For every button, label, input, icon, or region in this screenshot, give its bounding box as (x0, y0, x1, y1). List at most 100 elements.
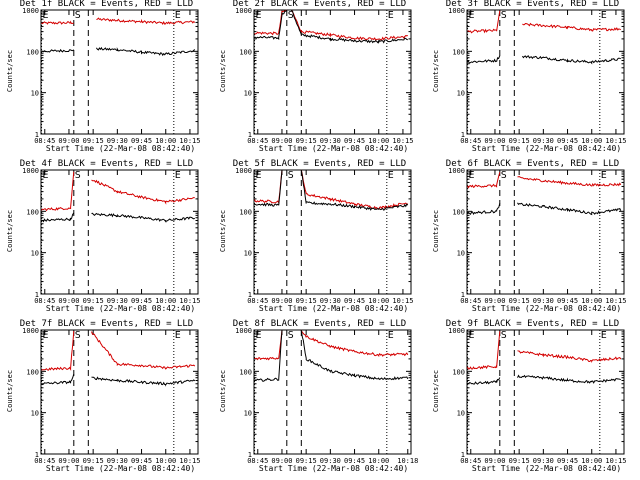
event-marker-label: E (601, 10, 607, 21)
x-tick-label: 08:45 (460, 137, 481, 145)
chart-svg: 1 10 100 1000 08:45 09:00 09:15 09:30 09:45 10:00… (22, 167, 200, 305)
chart-title: Det 5f BLACK = Events, RED = LLD (232, 159, 407, 169)
y-axis-label: Counts/sec (432, 209, 440, 253)
x-tick-label: 09:30 (320, 457, 341, 465)
event-marker-label: E (388, 170, 394, 181)
x-axis-label: Start Time (22-Mar-08 08:42:40) (471, 144, 622, 153)
axis-frame (253, 9, 412, 135)
event-marker-label: S (501, 10, 507, 21)
y-axis-label: Counts/sec (6, 49, 14, 93)
y-tick-label: 1000 (22, 7, 39, 15)
y-tick-label: 1 (461, 451, 465, 459)
y-tick-label: 10 (244, 250, 252, 258)
series-line-events (254, 329, 409, 382)
x-tick-label: 09:30 (107, 297, 128, 305)
axis-frame (40, 9, 199, 135)
y-axis-label: Counts/sec (432, 369, 440, 413)
x-tick-label: 09:15 (83, 137, 104, 145)
event-marker-label: E (469, 170, 475, 181)
series-line-events (467, 55, 621, 65)
x-tick-label: 08:45 (460, 297, 481, 305)
x-tick-label: 08:45 (247, 297, 268, 305)
event-marker-label: E (175, 170, 181, 181)
series-line-events (41, 212, 196, 223)
x-tick-label: 10:00 (155, 137, 176, 145)
x-tick-label: 09:45 (131, 297, 152, 305)
x-tick-label: 10:15 (179, 457, 200, 465)
axis-frame (466, 9, 625, 135)
x-tick-label: 10:15 (605, 297, 626, 305)
series-line-events (467, 374, 622, 385)
chart-svg: 1 10 100 1000 08:45 09:00 09:15 09:30 09:45 10:00… (448, 167, 626, 305)
y-tick-label: 1 (35, 451, 39, 459)
y-tick-label: 1 (461, 291, 465, 299)
event-marker-label: E (256, 10, 262, 21)
x-tick-label: 08:45 (460, 457, 481, 465)
axis-frame (466, 329, 625, 455)
x-axis-label: Start Time (22-Mar-08 08:42:40) (258, 464, 409, 473)
x-tick-label: 08:45 (34, 297, 55, 305)
x-tick-label: 09:00 (58, 457, 79, 465)
x-tick-label: 08:45 (247, 457, 268, 465)
chart-panel-2: Det 2f BLACK = Events, RED = LLD 1 10 100 10… (213, 0, 426, 160)
x-tick-label: 09:15 (83, 457, 104, 465)
series-line-lld (41, 17, 196, 25)
chart-title: Det 9f BLACK = Events, RED = LLD (445, 319, 620, 329)
y-tick-label: 1 (35, 291, 39, 299)
x-tick-label: 09:45 (557, 137, 578, 145)
y-axis-label: Counts/sec (219, 369, 227, 413)
series-line-lld (467, 10, 622, 34)
x-tick-label: 09:15 (83, 297, 104, 305)
x-tick-label: 09:30 (320, 297, 341, 305)
y-tick-label: 10 (244, 410, 252, 418)
chart-title: Det 7f BLACK = Events, RED = LLD (19, 319, 194, 329)
event-marker-label: E (175, 10, 181, 21)
event-marker-label: E (43, 10, 49, 21)
x-tick-label: 09:45 (131, 137, 152, 145)
x-tick-label: 10:15 (179, 137, 200, 145)
chart-title: Det 6f BLACK = Events, RED = LLD (445, 159, 620, 169)
y-tick-label: 100 (239, 48, 252, 56)
chart-panel-4: Det 4f BLACK = Events, RED = LLD 1 10 100 10… (0, 159, 213, 320)
x-tick-label: 09:30 (320, 137, 341, 145)
x-tick-label: 09:00 (271, 297, 292, 305)
event-marker-label: S (501, 170, 507, 181)
chart-panel-6: Det 6f BLACK = Events, RED = LLD 1 10 100 10… (426, 159, 639, 320)
axis-frame (40, 329, 199, 455)
x-tick-label: 10:00 (581, 457, 602, 465)
x-tick-label: 09:00 (58, 137, 79, 145)
chart-title: Det 2f BLACK = Events, RED = LLD (232, 0, 407, 9)
axis-frame (466, 169, 625, 295)
event-marker-label: S (75, 330, 81, 341)
y-tick-label: 1 (248, 451, 252, 459)
x-tick-label: 09:00 (58, 297, 79, 305)
y-tick-label: 10 (457, 250, 465, 258)
y-axis-label: Counts/sec (6, 209, 14, 253)
x-tick-label: 09:00 (271, 457, 292, 465)
x-axis-label: Start Time (22-Mar-08 08:42:40) (45, 304, 196, 313)
x-tick-label: 09:15 (296, 297, 317, 305)
x-tick-label: 09:30 (533, 457, 554, 465)
series-line-events (41, 46, 196, 57)
chart-panel-5: Det 5f BLACK = Events, RED = LLD 1 10 100 10… (213, 159, 426, 320)
y-tick-label: 10 (457, 90, 465, 98)
x-tick-label: 10:15 (605, 137, 626, 145)
chart-title: Det 1f BLACK = Events, RED = LLD (19, 0, 194, 9)
y-tick-label: 1 (248, 131, 252, 139)
chart-svg: 1 10 100 1000 08:45 09:00 09:15 09:30 09:45 10:00… (448, 327, 626, 465)
x-tick-label: 09:45 (557, 297, 578, 305)
x-tick-label: 09:30 (533, 137, 554, 145)
event-marker-label: S (288, 10, 294, 21)
event-marker-label: E (469, 10, 475, 21)
y-tick-label: 10 (31, 410, 39, 418)
y-tick-label: 100 (452, 368, 465, 376)
x-tick-label: 10:00 (155, 457, 176, 465)
x-axis-label: Start Time (22-Mar-08 08:42:40) (258, 144, 409, 153)
y-tick-label: 100 (26, 48, 39, 56)
chart-svg: 1 10 100 1000 08:45 09:00 09:15 09:30 09:45 10:00… (235, 167, 413, 305)
event-marker-label: E (601, 330, 607, 341)
event-marker-label: E (256, 330, 262, 341)
y-tick-label: 10 (244, 90, 252, 98)
y-tick-label: 100 (26, 368, 39, 376)
y-tick-label: 1000 (22, 167, 39, 175)
